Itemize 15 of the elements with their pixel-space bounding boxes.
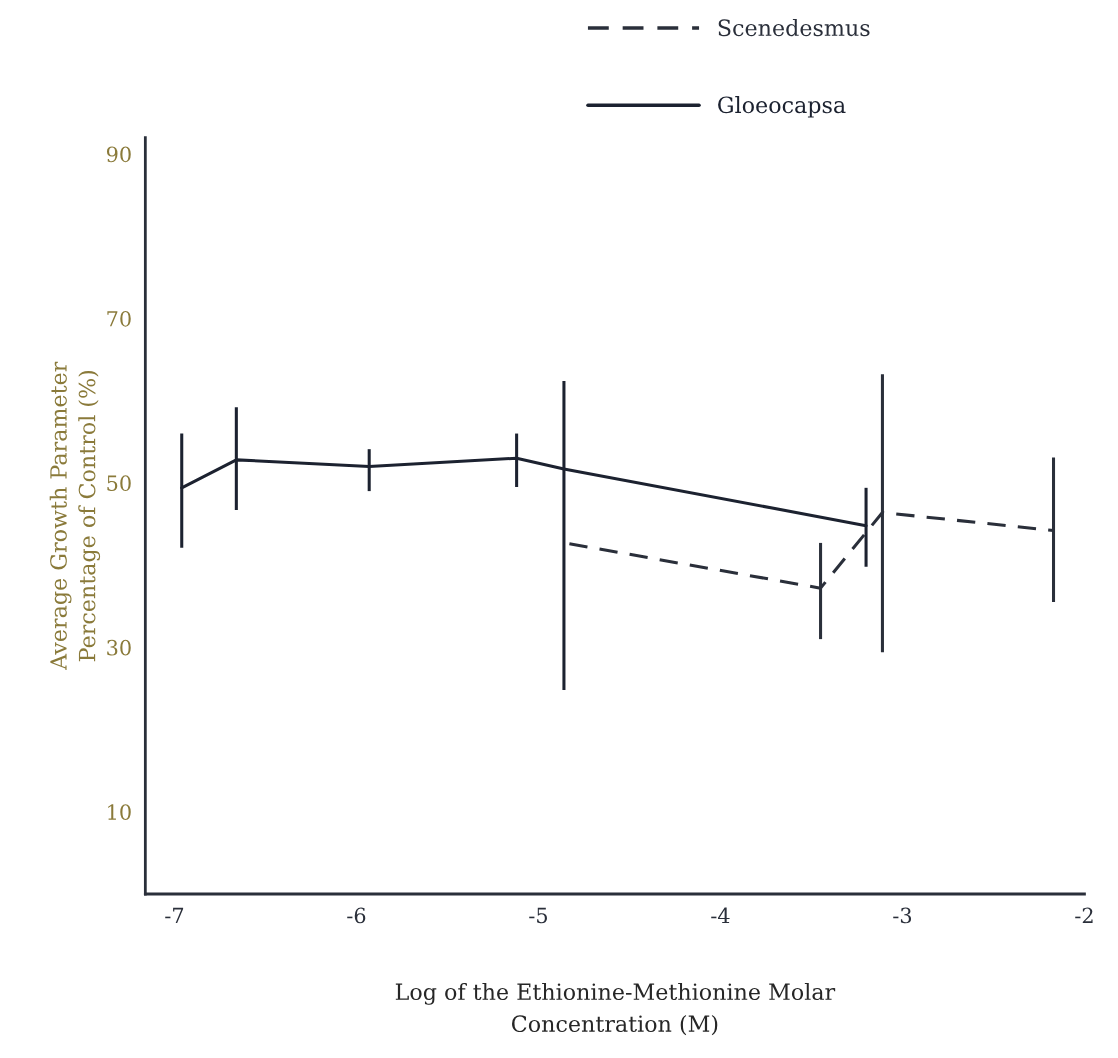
x-tick-label: -2 — [1075, 907, 1093, 924]
text: Scenedesmus — [718, 18, 870, 37]
text: Gloeocapsa — [718, 96, 846, 118]
y-tick-label: 70 — [107, 310, 131, 327]
y-tick-label: 50 — [107, 475, 131, 492]
y-axis-title: Average Growth Parameter Percentage of Control (%) — [49, 361, 101, 671]
x-tick-label: -6 — [347, 907, 366, 924]
y-tick-label: 30 — [107, 639, 131, 656]
y-tick-label: 90 — [106, 146, 131, 163]
x-tick-label: -5 — [529, 907, 547, 924]
x-tick-label: -4 — [711, 907, 730, 924]
x-tick-label: -3 — [893, 907, 912, 924]
x-tick-label: -7 — [165, 907, 184, 924]
y-tick-label: 10 — [108, 804, 131, 820]
x-axis-title: Log of the Ethionine-Methionine Molar Concentration (M) — [395, 982, 836, 1036]
